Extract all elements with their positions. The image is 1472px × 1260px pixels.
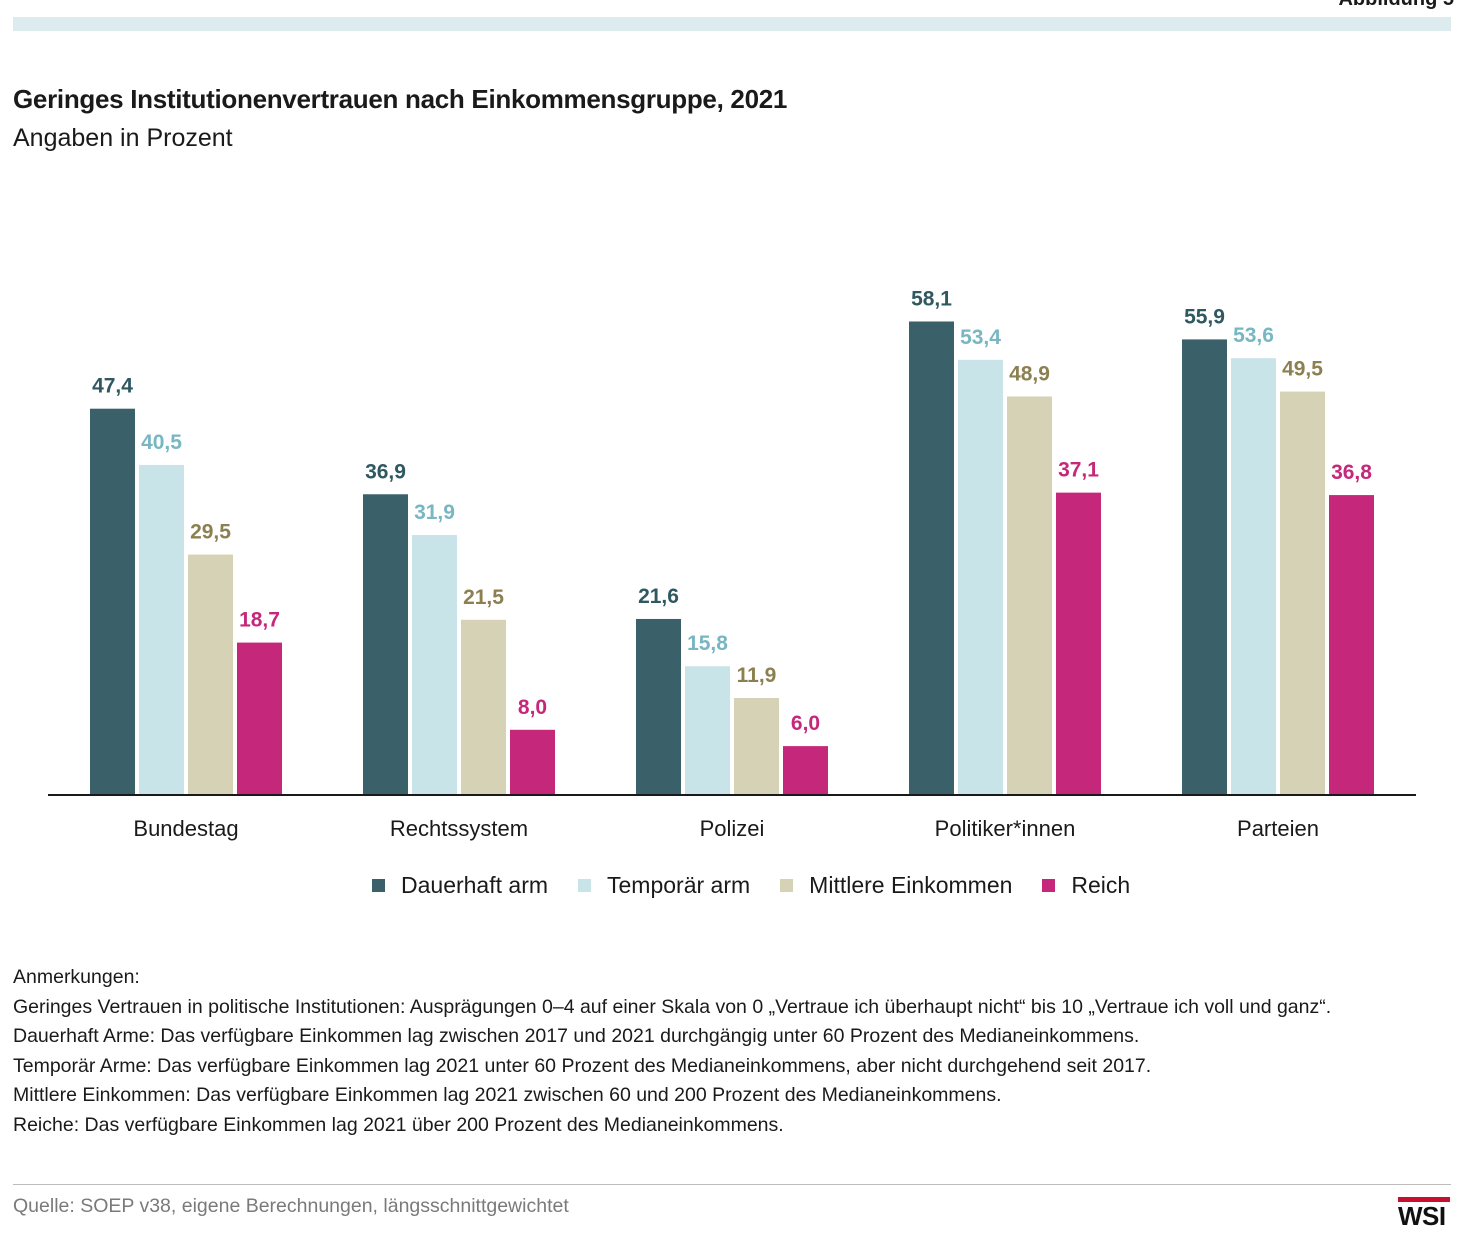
- bar: [188, 554, 233, 795]
- chart-title: Geringes Institutionenvertrauen nach Ein…: [13, 84, 788, 114]
- note-line: Temporär Arme: Das verfügbare Einkommen …: [13, 1054, 1152, 1077]
- data-label: 21,5: [463, 586, 504, 609]
- legend-item: Reich: [1042, 872, 1130, 899]
- legend-label: Dauerhaft arm: [401, 872, 549, 898]
- bar: [1056, 492, 1101, 795]
- notes-heading: Anmerkungen:: [13, 966, 140, 988]
- note-line: Dauerhaft Arme: Das verfügbare Einkommen…: [13, 1025, 1140, 1047]
- chart-legend: Dauerhaft arm Temporär arm Mittlere Einkom…: [372, 872, 1160, 899]
- data-label: 53,6: [1233, 324, 1274, 347]
- legend-item: Dauerhaft arm: [372, 872, 548, 899]
- data-label: 47,4: [92, 375, 133, 398]
- bar: [1007, 396, 1052, 795]
- note-line: Reiche: Das verfügbare Einkommen lag 202…: [13, 1113, 784, 1136]
- category-label: Polizei: [700, 816, 765, 841]
- data-label: 55,9: [1184, 305, 1225, 328]
- data-label: 29,5: [190, 521, 231, 544]
- legend-label: Reich: [1071, 872, 1131, 898]
- notes: Anmerkungen: Geringes Vertrauen in polit…: [13, 963, 1331, 1140]
- logo-bar: [1398, 1197, 1450, 1202]
- bar: [90, 408, 135, 795]
- divider: [13, 1184, 1451, 1185]
- data-label: 37,1: [1058, 459, 1099, 482]
- logo-text: WSI: [1398, 1201, 1446, 1231]
- category-label: Parteien: [1237, 816, 1319, 841]
- bar: [783, 746, 828, 795]
- bar: [1329, 495, 1374, 795]
- data-label: 6,0: [791, 712, 820, 735]
- data-label: 31,9: [414, 501, 455, 524]
- note-line: Geringes Vertrauen in politische Institu…: [13, 995, 1332, 1018]
- bar: [237, 642, 282, 795]
- data-label: 18,7: [239, 609, 280, 632]
- data-label: 53,4: [960, 326, 1001, 349]
- category-label: Politiker*innen: [935, 816, 1076, 841]
- wsi-logo: WSI: [1398, 1197, 1450, 1230]
- bar: [1231, 358, 1276, 795]
- chart-subtitle: Angaben in Prozent: [13, 124, 233, 152]
- category-label: Bundestag: [133, 816, 238, 841]
- bar: [909, 321, 954, 795]
- category-label: Rechtssystem: [390, 816, 528, 841]
- data-label: 21,6: [638, 585, 679, 608]
- data-label: 11,9: [737, 664, 777, 687]
- legend-item: Temporär arm: [578, 872, 750, 899]
- bar: [412, 535, 457, 795]
- bar: [139, 464, 184, 795]
- data-label: 36,9: [365, 460, 406, 483]
- bar-chart: 47,4 40,5 29,5 18,7 Bundestag 36,9 31,9 21,5 8,0…: [48, 287, 1416, 841]
- data-label: 15,8: [687, 632, 728, 655]
- legend-swatch: [780, 879, 794, 892]
- data-label: 48,9: [1009, 362, 1050, 385]
- figure-label: Abbildung 5: [1338, 0, 1454, 11]
- bar: [363, 494, 408, 795]
- bar: [510, 729, 555, 795]
- header-bar: [13, 17, 1451, 31]
- bar: [958, 359, 1003, 795]
- data-label: 49,5: [1282, 358, 1323, 381]
- data-label: 8,0: [518, 696, 547, 719]
- legend-swatch: [578, 879, 592, 892]
- bar: [636, 618, 681, 795]
- data-label: 58,1: [911, 287, 952, 310]
- source-note: Quelle: SOEP v38, eigene Berechnungen, l…: [13, 1195, 569, 1217]
- legend-item: Mittlere Einkommen: [780, 872, 1012, 899]
- bar: [1280, 391, 1325, 795]
- bar: [1182, 339, 1227, 795]
- bar: [461, 619, 506, 795]
- bar: [685, 666, 730, 795]
- bar: [734, 698, 779, 795]
- note-line: Mittlere Einkommen: Das verfügbare Einko…: [13, 1084, 1002, 1106]
- legend-swatch: [1042, 879, 1056, 892]
- legend-label: Temporär arm: [607, 872, 751, 898]
- legend-swatch: [372, 879, 385, 892]
- data-label: 36,8: [1331, 461, 1372, 484]
- legend-label: Mittlere Einkommen: [809, 872, 1013, 898]
- data-label: 40,5: [141, 431, 182, 454]
